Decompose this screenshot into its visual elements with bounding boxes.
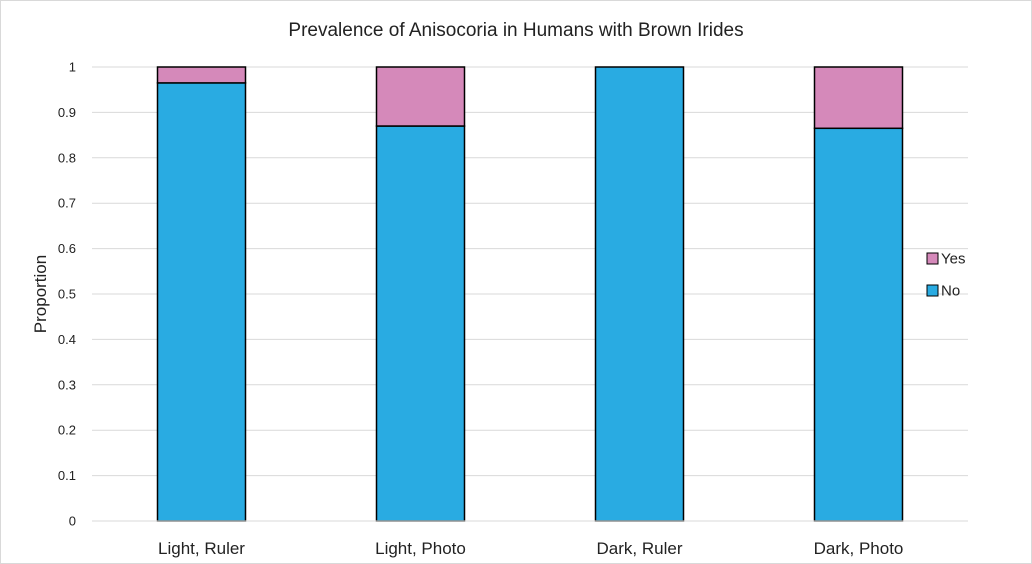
legend-swatch-yes <box>926 252 939 265</box>
bar-no-1 <box>156 82 247 522</box>
y-tick-label: 0.7 <box>58 196 76 211</box>
x-category-label: Dark, Ruler <box>597 539 683 558</box>
x-category-label: Light, Ruler <box>158 539 245 558</box>
y-tick-label: 0.2 <box>58 423 76 438</box>
x-category-label: Light, Photo <box>375 539 466 558</box>
bar-yes-2 <box>375 66 466 127</box>
legend-label-yes: Yes <box>941 251 965 268</box>
y-tick-label: 0.6 <box>58 241 76 256</box>
chart-title: Prevalence of Anisocoria in Humans with … <box>288 20 744 41</box>
y-tick-label: 0.1 <box>58 468 76 483</box>
y-tick-label: 0.4 <box>58 332 76 347</box>
legend-swatch-no <box>926 284 939 297</box>
y-tick-label: 0.9 <box>58 105 76 120</box>
y-axis-title: Proportion <box>31 255 50 333</box>
bar-no-4 <box>813 127 904 522</box>
bar-no-3 <box>594 66 685 522</box>
bar-yes-4 <box>813 66 904 130</box>
y-tick-label: 0.5 <box>58 287 76 302</box>
bar-no-2 <box>375 125 466 522</box>
y-tick-label: 0 <box>69 514 76 529</box>
y-tick-label: 0.3 <box>58 377 76 392</box>
bar-yes-1 <box>156 66 247 84</box>
legend-label-no: No <box>941 283 960 300</box>
y-tick-label: 0.8 <box>58 150 76 165</box>
x-category-label: Dark, Photo <box>814 539 904 558</box>
y-tick-label: 1 <box>69 60 76 75</box>
